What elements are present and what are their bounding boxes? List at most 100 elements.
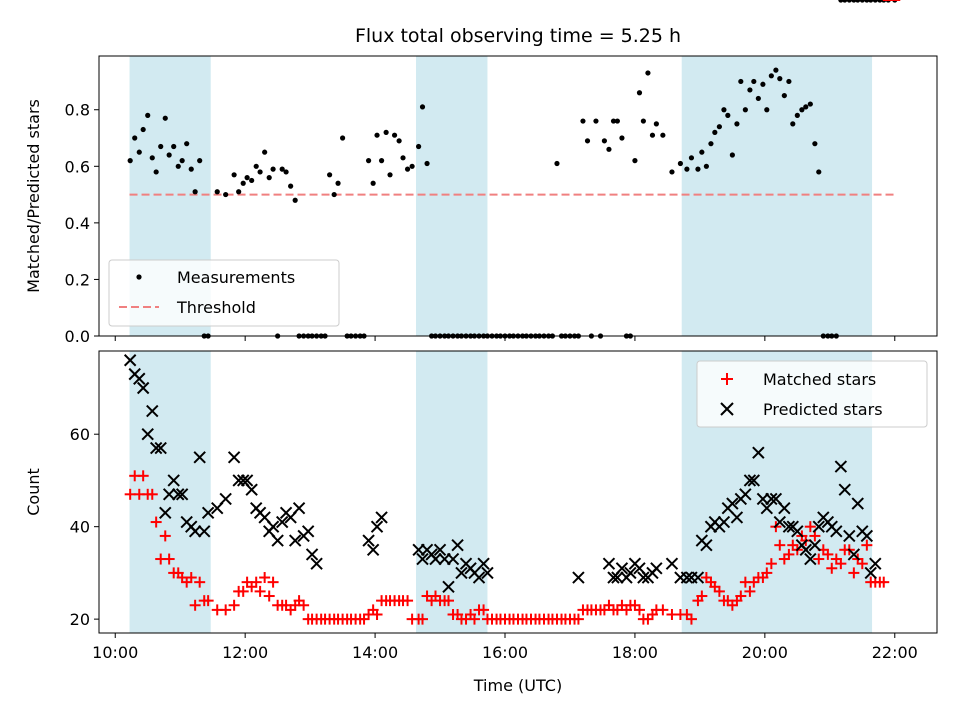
measurement-point [171, 143, 177, 150]
predicted-star-point [433, 543, 447, 556]
predicted-star-point [730, 511, 744, 524]
predicted-star-point [765, 492, 778, 506]
measurement-point [859, 0, 865, 3]
measurement-point [365, 158, 372, 164]
predicted-star-point [310, 557, 323, 570]
matched-star-point [848, 567, 860, 579]
measurement-point [340, 135, 346, 141]
top-panel: 0.00.20.40.60.8 Matched/Predicted stars … [24, 0, 938, 346]
matched-star-point [657, 604, 669, 616]
measurement-point [729, 152, 735, 158]
measurement-point [580, 118, 586, 124]
matched-star-point [735, 590, 747, 602]
measurement-point [669, 169, 675, 175]
measurement-point [257, 169, 263, 175]
measurement-point [614, 118, 620, 124]
predicted-star-point [305, 548, 319, 561]
matched-star-point [163, 553, 175, 565]
measurement-point [404, 166, 411, 172]
matched-star-point [774, 539, 786, 551]
matched-star-point [861, 539, 873, 551]
predicted-star-point [812, 520, 825, 533]
bottom-shaded-interval [416, 351, 488, 633]
matched-star-point [194, 576, 206, 588]
measurement-point [270, 166, 276, 172]
predicted-star-point [572, 571, 585, 584]
matched-star-point [696, 590, 708, 602]
measurement-point [262, 149, 268, 155]
predicted-star-point [799, 543, 812, 556]
predicted-star-point [665, 557, 679, 570]
measurement-point [838, 0, 844, 3]
measurement-point [387, 172, 393, 178]
predicted-star-point [159, 506, 172, 520]
matched-star-point [765, 558, 777, 570]
measurement-point [803, 104, 809, 110]
predicted-star-point [680, 571, 694, 584]
matched-star-point [822, 548, 834, 560]
matched-star-point [468, 613, 480, 625]
matched-star-point [478, 604, 490, 616]
measurement-point [649, 132, 656, 138]
matched-star-point [713, 585, 725, 597]
measurement-point [734, 121, 740, 127]
x-tick-label: 20:00 [742, 643, 788, 662]
measurement-point [554, 160, 560, 167]
measurement-point [231, 172, 237, 178]
predicted-star-point [650, 562, 663, 575]
measurement-point [419, 104, 426, 110]
bottom-y-tick-label: 60 [70, 425, 90, 444]
top-y-tick-label: 0.6 [65, 157, 90, 176]
x-axis-label: Time (UTC) [473, 676, 562, 695]
predicted-star-point [193, 451, 206, 464]
measurement-point [409, 163, 415, 169]
measurement-point [374, 132, 380, 138]
predicted-star-point [227, 451, 241, 464]
measurement-point [695, 166, 701, 172]
predicted-star-point [275, 515, 289, 529]
measurement-point [145, 112, 151, 118]
predicted-star-point [602, 557, 616, 570]
measurement-point [240, 180, 246, 186]
measurement-point [192, 189, 198, 195]
measurement-point [807, 101, 813, 107]
matched-star-point [298, 599, 310, 611]
measurement-point [816, 169, 822, 175]
top-y-tick-label: 0.0 [65, 327, 90, 346]
predicted-star-point [141, 428, 154, 441]
predicted-star-point [188, 525, 202, 538]
measurement-point [790, 121, 796, 127]
predicted-star-point [791, 525, 804, 538]
top-y-tick-label: 0.4 [65, 214, 90, 233]
measurement-point [645, 70, 651, 76]
measurement-point [768, 73, 774, 79]
measurement-point [684, 166, 690, 172]
measurement-point [760, 81, 766, 87]
predicted-star-point [198, 525, 211, 538]
measurement-point [846, 0, 852, 3]
predicted-star-point [472, 571, 486, 584]
measurement-point [601, 138, 607, 144]
predicted-star-point [747, 474, 761, 487]
predicted-star-point [752, 446, 765, 459]
matched-star-point [267, 576, 279, 588]
predicted-star-point [808, 538, 822, 552]
matched-star-point [237, 585, 249, 597]
measurement-point [331, 191, 337, 198]
measurement-point [751, 78, 757, 85]
measurement-point [424, 160, 430, 167]
predicted-star-point [739, 488, 752, 501]
measurement-point [786, 78, 792, 85]
matched-star-point [856, 558, 868, 570]
predicted-star-point [442, 580, 455, 593]
measurement-point [773, 67, 779, 73]
measurement-point [747, 87, 753, 93]
predicted-star-point [133, 372, 146, 385]
x-tick-label: 16:00 [482, 643, 528, 662]
matched-star-point [159, 530, 171, 542]
predicted-star-point [451, 538, 464, 552]
predicted-star-point [700, 538, 713, 552]
matched-star-point [835, 558, 847, 570]
measurement-point [799, 107, 805, 113]
measurement-point [416, 143, 422, 150]
